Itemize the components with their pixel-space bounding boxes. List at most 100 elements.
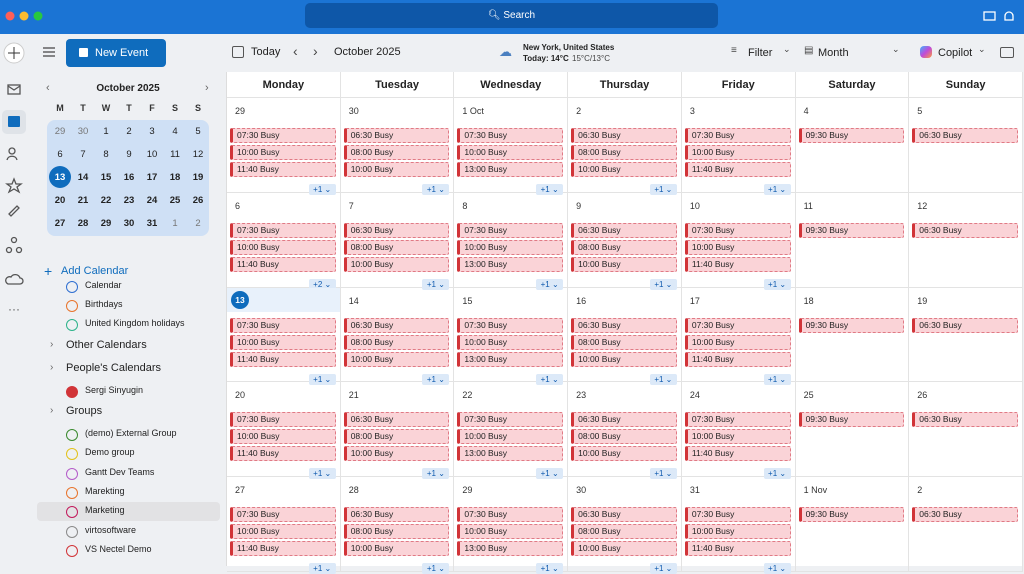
day-cell[interactable]: 1 Oct 07:30 Busy 10:00 Busy 13:00 Busy +1 ⌄ (454, 98, 569, 195)
event[interactable]: 10:00 Busy (230, 239, 336, 255)
next[interactable]: › (313, 43, 318, 59)
event[interactable]: 07:30 Busy (457, 412, 564, 428)
more-button[interactable]: +1 ⌄ (308, 373, 336, 385)
mini-day[interactable]: 3 (149, 126, 155, 137)
event[interactable]: 10:00 Busy (457, 239, 564, 255)
mini-day[interactable]: 2 (195, 218, 201, 229)
more-button[interactable]: +1 ⌄ (649, 563, 677, 574)
event[interactable]: 07:30 Busy (684, 412, 791, 428)
calendar-name[interactable]: virtosoftware (85, 524, 137, 535)
event[interactable]: 13:00 Busy (457, 541, 564, 557)
more-button[interactable]: +1 ⌄ (649, 278, 677, 290)
mini-day[interactable]: 8 (103, 149, 109, 160)
day-cell[interactable]: 6 07:30 Busy 10:00 Busy 11:40 Busy +2 ⌄ (227, 192, 341, 290)
event[interactable]: 11:40 Busy (230, 351, 336, 367)
section-title[interactable]: People's Calendars (66, 362, 162, 374)
event[interactable]: 10:00 Busy (571, 256, 677, 272)
event[interactable]: 07:30 Busy (230, 128, 336, 143)
event[interactable]: 07:30 Busy (684, 507, 791, 523)
calendar-name[interactable]: United Kingdom holidays (85, 318, 185, 328)
search-box[interactable]: 🔍︎ Search (305, 3, 718, 28)
more-button[interactable]: +1 ⌄ (422, 563, 450, 574)
event[interactable]: 10:00 Busy (230, 145, 336, 160)
prev[interactable]: ‹ (293, 43, 298, 59)
event[interactable]: 06:30 Busy (912, 412, 1018, 428)
calendar-color[interactable] (66, 506, 78, 519)
mini-day[interactable]: 26 (192, 195, 204, 206)
event[interactable]: 07:30 Busy (230, 222, 336, 238)
more-button[interactable]: +1 ⌄ (763, 468, 791, 480)
day-cell[interactable]: 25 09:30 Busy (795, 382, 910, 478)
day-cell[interactable]: 7 06:30 Busy 08:00 Busy 10:00 Busy +1 ⌄ (340, 192, 455, 290)
event[interactable]: 08:00 Busy (343, 145, 450, 160)
mini-day[interactable]: 29 (54, 126, 66, 137)
more-button[interactable]: +1 ⌄ (536, 184, 564, 195)
event[interactable]: 08:00 Busy (571, 145, 677, 160)
event[interactable]: 07:30 Busy (230, 507, 336, 523)
mini-day[interactable]: 15 (100, 172, 112, 183)
event[interactable]: 06:30 Busy (912, 317, 1018, 333)
calendar-color[interactable] (66, 544, 78, 557)
more-button[interactable]: +1 ⌄ (536, 373, 564, 385)
calendar-name[interactable]: Marketing (85, 505, 125, 516)
mini-day[interactable]: 31 (146, 218, 158, 229)
mini-day[interactable]: 30 (123, 218, 135, 229)
window-controls[interactable] (4, 10, 44, 22)
toolbar-month-title[interactable]: October 2025 (334, 46, 401, 58)
calendar-color[interactable] (66, 281, 78, 293)
event[interactable]: 11:40 Busy (230, 256, 336, 272)
mini-day[interactable]: 23 (123, 195, 135, 206)
more-button[interactable]: +2 ⌄ (308, 278, 336, 290)
mini-day[interactable]: 18 (169, 172, 181, 183)
event[interactable]: 07:30 Busy (230, 317, 336, 333)
more-button[interactable]: +1 ⌄ (536, 468, 564, 480)
event[interactable]: 09:30 Busy (798, 507, 905, 523)
panel-icon[interactable] (1000, 47, 1014, 58)
event[interactable]: 07:30 Busy (457, 507, 564, 523)
calendar-color[interactable] (66, 429, 78, 441)
calendar-name[interactable]: (demo) External Group (85, 428, 177, 438)
more-button[interactable]: +1 ⌄ (763, 184, 791, 195)
event[interactable]: 06:30 Busy (343, 412, 450, 428)
day-cell[interactable]: 31 07:30 Busy 10:00 Busy 11:40 Busy +1 ⌄ (681, 477, 796, 574)
event[interactable]: 10:00 Busy (571, 541, 677, 557)
event[interactable]: 06:30 Busy (571, 412, 677, 428)
day-cell[interactable]: 2 06:30 Busy (909, 477, 1023, 572)
more-button[interactable]: +1 ⌄ (422, 184, 450, 195)
day-cell[interactable]: 30 06:30 Busy 08:00 Busy 10:00 Busy +1 ⌄ (340, 98, 455, 195)
mini-day[interactable]: 13 (54, 172, 66, 183)
mini-day[interactable]: 6 (57, 149, 63, 160)
more-button[interactable]: +1 ⌄ (422, 278, 450, 290)
event[interactable]: 08:00 Busy (571, 524, 677, 540)
mini-day[interactable]: 14 (77, 172, 89, 183)
mini-day[interactable]: 16 (123, 172, 135, 183)
event[interactable]: 10:00 Busy (230, 334, 336, 350)
event[interactable]: 06:30 Busy (571, 507, 677, 523)
event[interactable]: 11:40 Busy (230, 446, 336, 462)
more-button[interactable]: +1 ⌄ (308, 563, 336, 574)
calendar-color[interactable] (66, 386, 78, 398)
event[interactable]: 06:30 Busy (343, 317, 450, 333)
event[interactable]: 09:30 Busy (798, 317, 905, 333)
mini-day[interactable]: 10 (146, 149, 158, 160)
mini-day[interactable]: 21 (77, 195, 89, 206)
more-button[interactable]: +1 ⌄ (536, 278, 564, 290)
day-cell[interactable]: 24 07:30 Busy 10:00 Busy 11:40 Busy +1 ⌄ (681, 382, 796, 480)
event[interactable]: 10:00 Busy (684, 524, 791, 540)
event[interactable]: 07:30 Busy (684, 128, 791, 143)
day-cell[interactable]: 1 Nov 09:30 Busy (795, 477, 910, 572)
day-cell[interactable]: 5 06:30 Busy (909, 98, 1023, 193)
calendar-name[interactable]: Demo group (85, 447, 135, 458)
event[interactable]: 06:30 Busy (571, 317, 677, 333)
day-cell[interactable]: 2 06:30 Busy 08:00 Busy 10:00 Busy +1 ⌄ (568, 98, 682, 195)
event[interactable]: 08:00 Busy (343, 239, 450, 255)
day-cell[interactable]: 20 07:30 Busy 10:00 Busy 11:40 Busy +1 ⌄ (227, 382, 341, 480)
top-icons[interactable] (982, 9, 1018, 25)
event[interactable]: 10:00 Busy (230, 524, 336, 540)
event[interactable]: 13:00 Busy (457, 446, 564, 462)
event[interactable]: 10:00 Busy (571, 162, 677, 177)
event[interactable]: 07:30 Busy (230, 412, 336, 428)
calendar-name[interactable]: Sergi Sinyugin (85, 385, 144, 395)
more-button[interactable]: +1 ⌄ (649, 373, 677, 385)
mini-day[interactable]: 17 (146, 172, 158, 183)
